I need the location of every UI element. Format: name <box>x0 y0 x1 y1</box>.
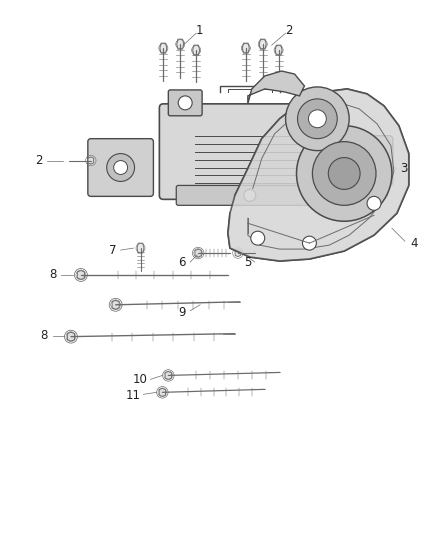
Text: 1: 1 <box>195 24 203 37</box>
Circle shape <box>251 231 265 245</box>
Polygon shape <box>160 43 167 53</box>
Circle shape <box>367 196 381 211</box>
Text: 6: 6 <box>178 255 186 269</box>
Text: 5: 5 <box>244 255 251 269</box>
Text: 11: 11 <box>126 389 141 402</box>
Polygon shape <box>88 157 94 164</box>
Polygon shape <box>159 389 166 397</box>
Circle shape <box>308 110 326 128</box>
FancyBboxPatch shape <box>168 90 202 116</box>
Polygon shape <box>248 71 304 104</box>
Polygon shape <box>77 270 85 279</box>
Polygon shape <box>228 89 409 261</box>
Polygon shape <box>112 300 119 309</box>
Text: 3: 3 <box>400 162 407 175</box>
Text: 8: 8 <box>49 269 57 281</box>
Circle shape <box>297 99 337 139</box>
Text: 2: 2 <box>35 154 43 167</box>
Text: 7: 7 <box>109 244 117 256</box>
Text: 10: 10 <box>133 373 148 386</box>
Polygon shape <box>275 45 282 55</box>
Circle shape <box>353 151 373 171</box>
Polygon shape <box>165 372 172 379</box>
Circle shape <box>244 189 256 201</box>
Circle shape <box>297 126 392 221</box>
Circle shape <box>303 236 316 250</box>
Polygon shape <box>67 332 74 341</box>
FancyBboxPatch shape <box>333 136 393 185</box>
FancyBboxPatch shape <box>159 104 341 199</box>
Circle shape <box>178 96 192 110</box>
Text: 4: 4 <box>410 237 417 249</box>
Polygon shape <box>193 45 200 55</box>
FancyBboxPatch shape <box>88 139 153 196</box>
Text: 9: 9 <box>178 306 186 319</box>
Polygon shape <box>195 249 201 257</box>
Polygon shape <box>235 249 240 256</box>
FancyBboxPatch shape <box>296 90 329 116</box>
Circle shape <box>312 142 376 205</box>
Circle shape <box>305 96 319 110</box>
Circle shape <box>286 87 349 151</box>
FancyBboxPatch shape <box>176 185 321 205</box>
Polygon shape <box>242 43 249 53</box>
Circle shape <box>328 158 360 189</box>
Circle shape <box>114 160 127 174</box>
Text: 2: 2 <box>285 24 292 37</box>
Circle shape <box>107 154 134 181</box>
Polygon shape <box>259 39 266 49</box>
Polygon shape <box>137 243 144 253</box>
Text: 8: 8 <box>40 329 48 342</box>
Polygon shape <box>177 39 184 49</box>
